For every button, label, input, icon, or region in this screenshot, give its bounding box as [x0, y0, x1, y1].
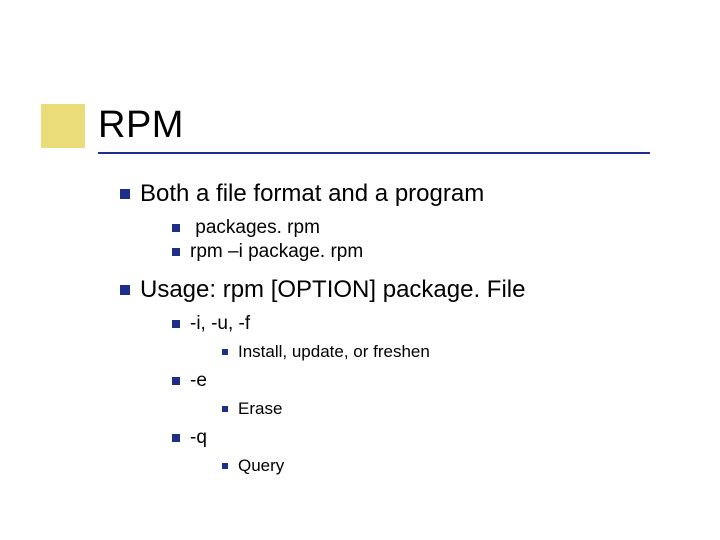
bullet-l2-packagesrpm: packages. rpm [172, 217, 320, 239]
square-bullet-icon [222, 463, 228, 469]
text-l3-erase: Erase [238, 399, 282, 419]
text-l3-install: Install, update, or freshen [238, 342, 430, 362]
title-text: RPM [98, 104, 184, 147]
square-bullet-icon [172, 320, 180, 328]
bullet-l1-fileformat: Both a file format and a program [120, 180, 484, 208]
slide: RPM Both a file format and a program pac… [0, 0, 720, 540]
slide-title: RPM [98, 104, 184, 147]
square-bullet-icon [120, 285, 130, 295]
text-l1-fileformat: Both a file format and a program [140, 180, 484, 208]
text-l2-e: -e [190, 370, 207, 392]
bullet-l2-rpmi: rpm –i package. rpm [172, 241, 363, 263]
square-bullet-icon [172, 377, 180, 385]
bullet-l3-query: Query [222, 456, 284, 476]
text-l2-packagesrpm: packages. rpm [190, 217, 320, 239]
square-bullet-icon [172, 248, 180, 256]
bullet-l2-e: -e [172, 370, 207, 392]
square-bullet-icon [172, 224, 180, 232]
square-bullet-icon [222, 406, 228, 412]
bullet-l3-erase: Erase [222, 399, 282, 419]
square-bullet-icon [120, 189, 130, 199]
bullet-l1-usage: Usage: rpm [OPTION] package. File [120, 276, 525, 304]
bullet-l3-install: Install, update, or freshen [222, 342, 430, 362]
accent-box [41, 104, 85, 148]
text-l2-rpmi: rpm –i package. rpm [190, 241, 363, 263]
text-l2-q: -q [190, 427, 207, 449]
square-bullet-icon [172, 434, 180, 442]
bullet-l2-iuf: -i, -u, -f [172, 313, 250, 335]
title-underline [98, 152, 650, 154]
square-bullet-icon [222, 349, 228, 355]
text-l1-usage: Usage: rpm [OPTION] package. File [140, 276, 525, 304]
bullet-l2-q: -q [172, 427, 207, 449]
text-l2-iuf: -i, -u, -f [190, 313, 250, 335]
text-l3-query: Query [238, 456, 284, 476]
